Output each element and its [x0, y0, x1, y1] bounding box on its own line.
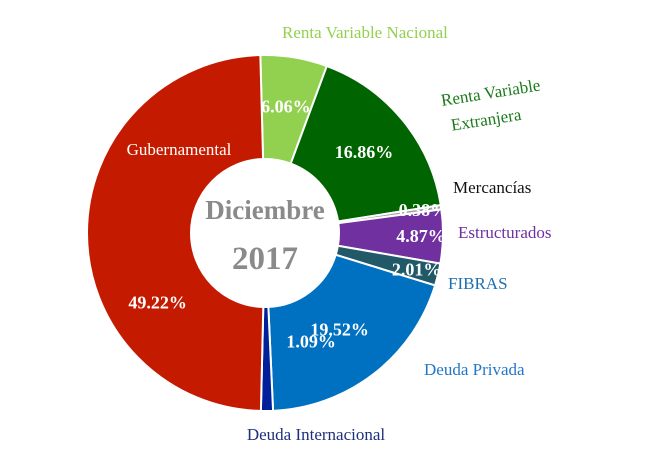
value-label-renta-variable-nacional: 6.06% — [261, 97, 311, 117]
category-label-line: Estructurados — [458, 223, 551, 242]
category-label-deuda-privada: Deuda Privada — [424, 360, 525, 379]
chart-title: Diciembre — [205, 195, 324, 225]
category-label-line: FIBRAS — [448, 274, 508, 293]
value-label-renta-variable-extranjera: 16.86% — [335, 142, 394, 162]
value-label-gubernamental: 49.22% — [128, 293, 187, 313]
value-label-mercancias: 0.38% — [399, 200, 449, 220]
category-label-deuda-internacional: Deuda Internacional — [247, 425, 386, 444]
category-label-line: Deuda Privada — [424, 360, 525, 379]
category-label-fibras: FIBRAS — [448, 274, 508, 293]
category-label-line: Extranjera — [450, 105, 523, 135]
category-label-line: Renta Variable Nacional — [282, 23, 448, 42]
value-label-fibras: 2.01% — [392, 259, 442, 279]
category-label-renta-variable-nacional: Renta Variable Nacional — [282, 23, 448, 42]
value-label-deuda-privada: 19.52% — [310, 319, 369, 339]
value-labels: 6.06% 16.86% 0.38% 4.87% 2.01% 19.52%1.09% 49.… — [128, 97, 448, 352]
chart-subtitle: 2017 — [232, 241, 298, 277]
category-label-line: Mercancías — [453, 178, 531, 197]
category-label-gubernamental: Gubernamental — [127, 140, 232, 159]
donut-slices — [86, 54, 444, 412]
category-label-line: Deuda Internacional — [247, 425, 386, 444]
value-label-deuda-internacional: 1.09% — [286, 332, 336, 352]
category-label-renta-variable-extranjera: Renta VariableExtranjera — [440, 76, 546, 136]
value-label-estructurados: 4.87% — [396, 226, 446, 246]
category-label-line: Gubernamental — [127, 140, 232, 159]
donut-hole — [191, 159, 339, 307]
category-label-line: Renta Variable — [440, 76, 542, 110]
category-label-mercancias: Mercancías — [453, 178, 531, 197]
category-labels: Renta Variable Nacional Renta VariableExt… — [127, 23, 552, 444]
category-label-estructurados: Estructurados — [458, 223, 551, 242]
